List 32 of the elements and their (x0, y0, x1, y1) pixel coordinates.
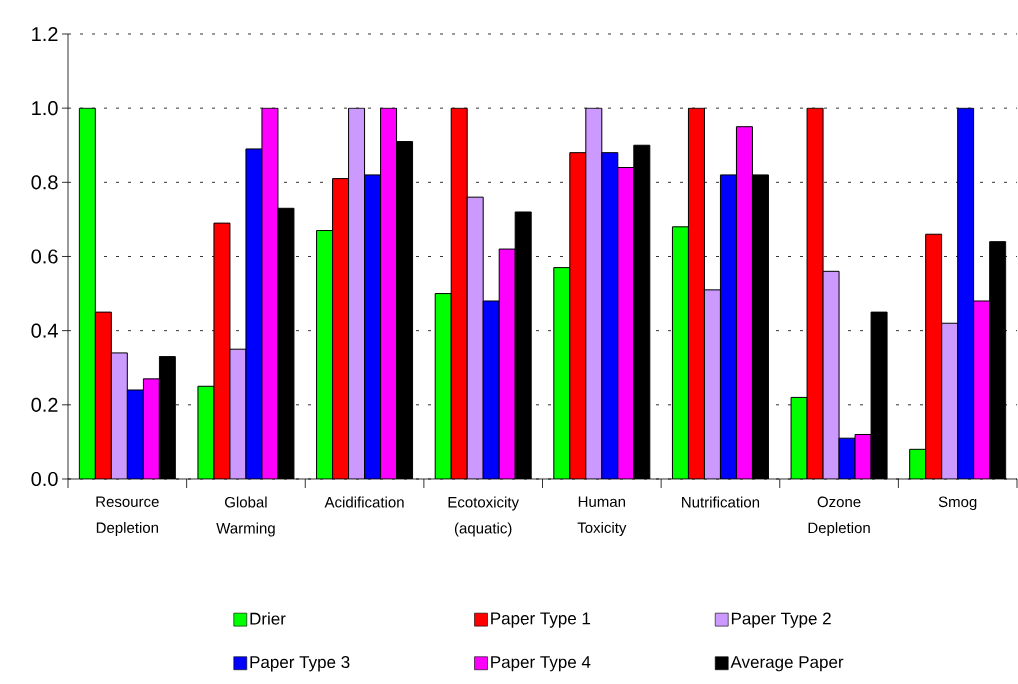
bar (617, 167, 634, 479)
y-tick-label: 1.0 (32, 101, 58, 116)
bar (672, 226, 689, 479)
bar (143, 378, 160, 479)
x-tick-label: Global Warming (216, 496, 275, 537)
x-tick-label: Smog (938, 496, 977, 511)
bar (435, 293, 452, 479)
bar (736, 126, 753, 479)
y-tick-label: 0.2 (31, 397, 58, 412)
y-tick-label: 1.2 (32, 27, 58, 41)
x-tick-label: Nutrification (682, 496, 760, 508)
x-tick-label: Acidification (324, 496, 404, 508)
bar (553, 267, 570, 479)
x-tick-label: Ecotoxicity (aquatic) (448, 496, 519, 537)
y-tick-label: 0.4 (31, 323, 58, 338)
x-tick-label: Ozone Depletion (808, 496, 870, 537)
x-tick-label: Human Toxicity (577, 496, 627, 536)
legend-label: Paper Type 3 (250, 656, 350, 672)
legend-label: Average Paper (730, 656, 844, 672)
legend-label: Drier (250, 612, 286, 625)
bar (499, 249, 516, 479)
legend-label: Paper Type 2 (731, 612, 831, 628)
bar (316, 230, 333, 479)
x-tick-label: Resource Depletion (96, 496, 159, 536)
y-tick-label: 0.0 (31, 471, 58, 487)
bar (380, 108, 397, 479)
bar (973, 300, 991, 479)
legend-label: Paper Type 4 (491, 656, 591, 672)
bar (79, 108, 96, 479)
legend-label: Paper Type 1 (491, 612, 591, 628)
y-tick-label: 0.8 (31, 175, 58, 190)
y-tick-label: 0.6 (31, 249, 58, 264)
